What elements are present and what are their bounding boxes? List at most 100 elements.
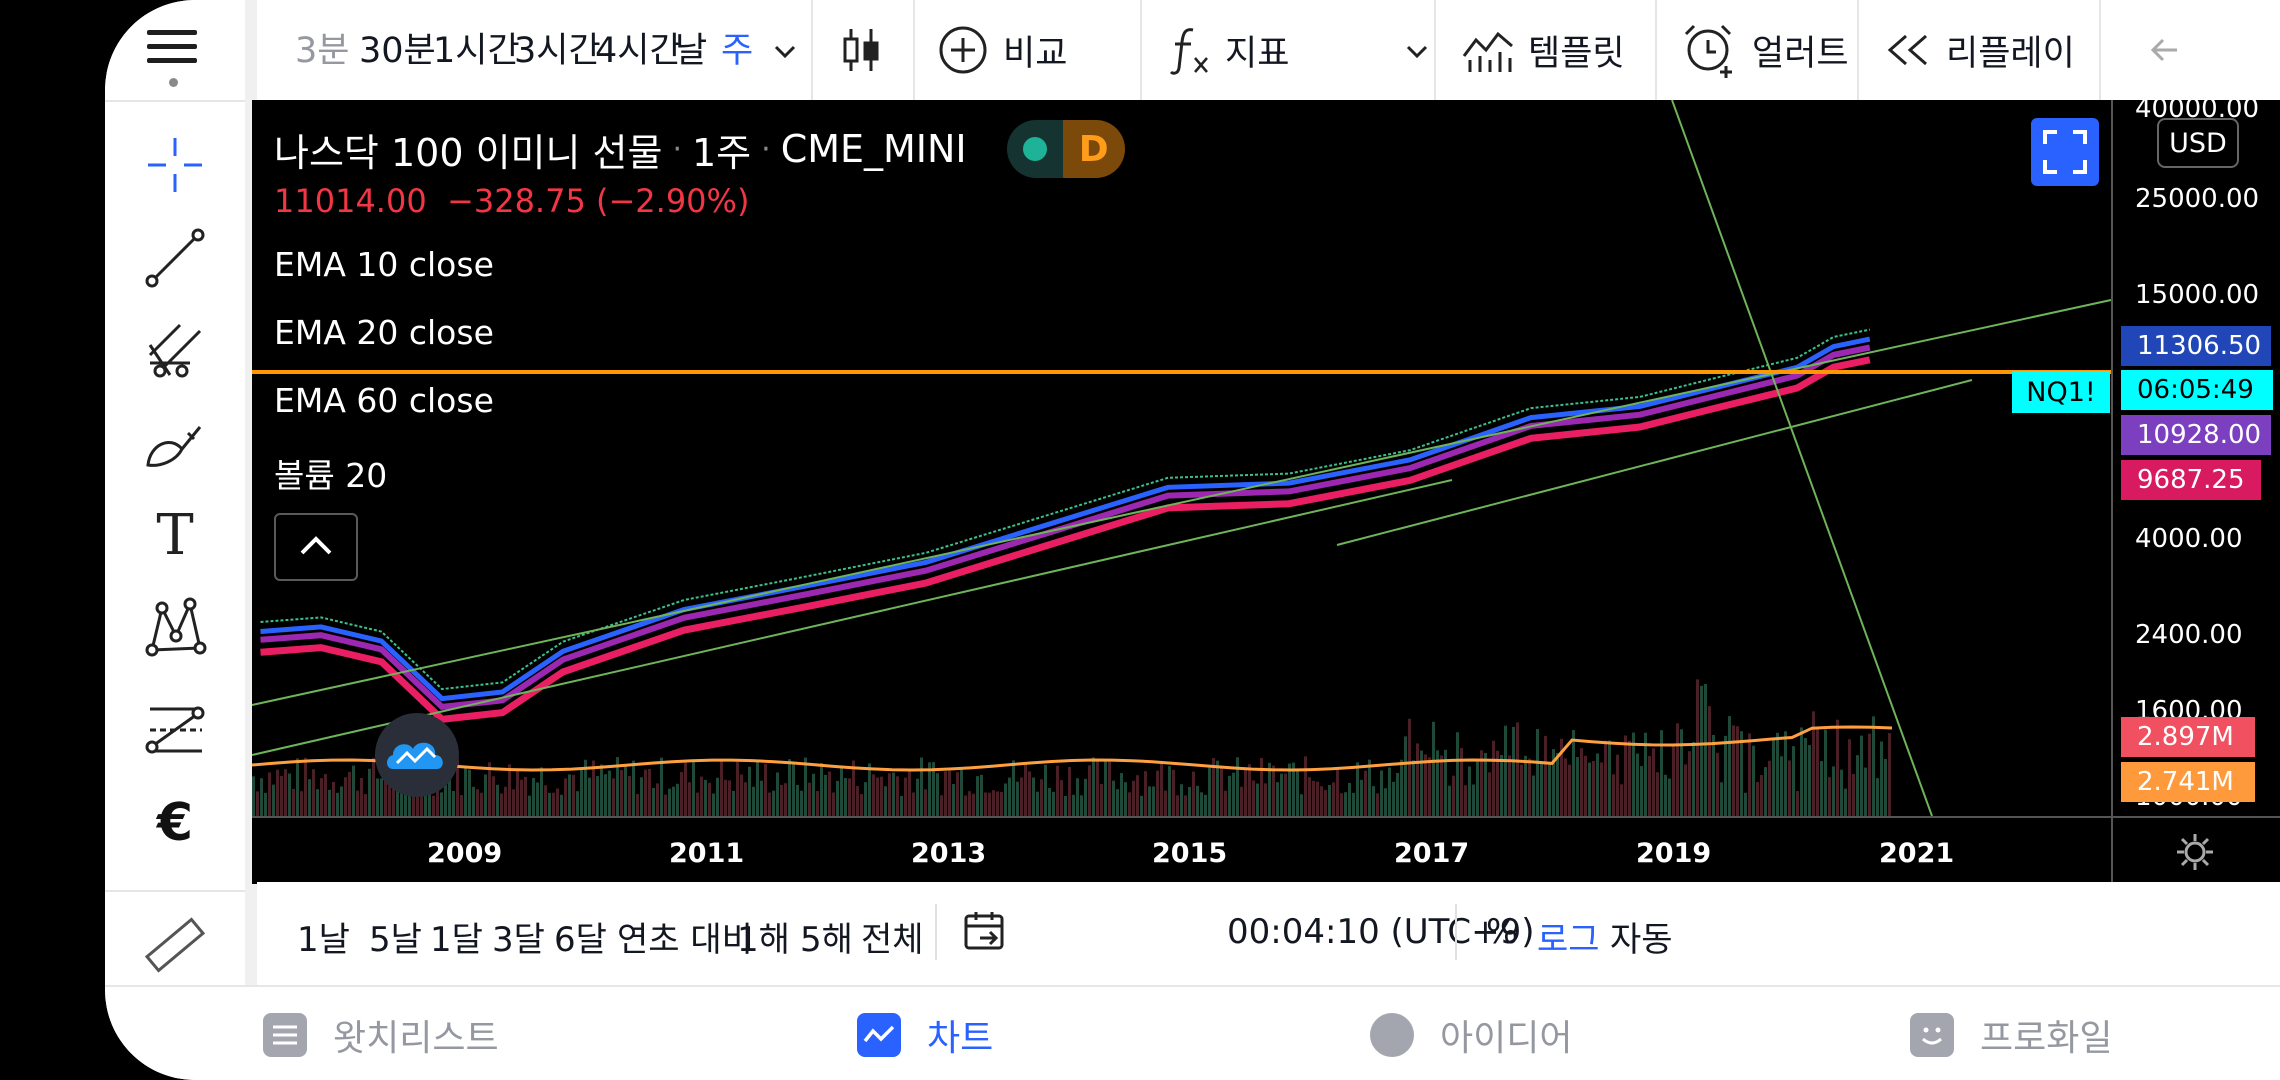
percent-scale-toggle[interactable]: % bbox=[1486, 912, 1519, 952]
volume-bar bbox=[1472, 784, 1475, 816]
price-axis-label: 15000.00 bbox=[2135, 280, 2260, 310]
volume-bar bbox=[476, 789, 479, 816]
range-1y[interactable]: 1해 bbox=[737, 920, 790, 960]
log-scale-toggle[interactable]: 로그 bbox=[1537, 920, 1600, 960]
chevron-down-icon[interactable] bbox=[772, 38, 798, 64]
volume-bar bbox=[368, 768, 371, 816]
indicator-volume[interactable]: 볼륨 20 bbox=[274, 456, 388, 495]
forecast-tool[interactable] bbox=[125, 690, 225, 770]
trend-line-tool[interactable] bbox=[125, 218, 225, 298]
volume-bar bbox=[1044, 764, 1047, 816]
clock-timezone[interactable]: 00:04:10 (UTC+9) bbox=[1227, 912, 1535, 952]
volume-bar bbox=[1284, 773, 1287, 816]
price-axis[interactable]: 40000.00 25000.00 15000.00 4000.00 2400.… bbox=[2111, 94, 2280, 882]
pitchfork-tool[interactable] bbox=[125, 310, 225, 390]
currency-button[interactable]: USD bbox=[2157, 118, 2239, 168]
alerts-button[interactable]: 얼러트 bbox=[1682, 0, 1849, 100]
chevron-down-icon[interactable] bbox=[1404, 38, 1430, 64]
market-status-badge[interactable]: D bbox=[1006, 120, 1125, 178]
volume-bar bbox=[1572, 730, 1575, 816]
nav-watchlist[interactable]: 왓치리스트 bbox=[263, 987, 499, 1080]
nav-profile[interactable]: 프로화일 bbox=[1910, 987, 2112, 1080]
volume-bar bbox=[1684, 764, 1687, 816]
range-3m[interactable]: 3달 bbox=[492, 920, 545, 960]
range-1m[interactable]: 1달 bbox=[430, 920, 483, 960]
indicator-ema20[interactable]: EMA 20 close bbox=[274, 313, 494, 352]
brush-tool[interactable] bbox=[125, 400, 225, 480]
range-ytd[interactable]: 연초 대비 bbox=[617, 920, 753, 960]
indicator-ema10[interactable]: EMA 10 close bbox=[274, 245, 494, 284]
fullscreen-button[interactable] bbox=[2031, 118, 2099, 186]
volume-bar bbox=[892, 772, 895, 816]
toolbar-divider bbox=[1655, 0, 1657, 100]
templates-button[interactable]: 템플릿 bbox=[1462, 0, 1625, 100]
smiley-icon bbox=[1910, 1012, 1954, 1057]
volume-bar bbox=[948, 770, 951, 816]
collapse-legend-button[interactable] bbox=[274, 513, 358, 581]
volume-bar bbox=[1724, 735, 1727, 816]
range-1d[interactable]: 1날 bbox=[297, 920, 350, 960]
compare-button[interactable]: 비교 bbox=[937, 0, 1067, 100]
volume-bar bbox=[980, 774, 983, 816]
volume-bar bbox=[1224, 790, 1227, 816]
volume-bar bbox=[700, 776, 703, 816]
volume-bar bbox=[1108, 761, 1111, 816]
price-plot[interactable] bbox=[252, 100, 2116, 816]
timeframe-4h[interactable]: 4시간 bbox=[595, 31, 682, 71]
replay-button[interactable]: 리플레이 bbox=[1884, 0, 2075, 100]
fullscreen-icon bbox=[2043, 130, 2087, 174]
nav-ideas[interactable]: 아이디어 bbox=[1370, 987, 1572, 1080]
symbol-title[interactable]: 나스닥 100 이미니 선물 · 1주 · CME_MINI D bbox=[274, 120, 1125, 178]
volume-bar bbox=[1424, 754, 1427, 816]
auto-scale-toggle[interactable]: 자동 bbox=[1610, 920, 1673, 960]
nav-chart[interactable]: 차트 bbox=[857, 987, 993, 1080]
timeframe-1h[interactable]: 1시간 bbox=[433, 31, 520, 71]
volume-bar bbox=[1812, 711, 1815, 816]
volume-bar bbox=[1512, 726, 1515, 816]
volume-bar bbox=[800, 790, 803, 816]
range-6m[interactable]: 6달 bbox=[554, 920, 607, 960]
pattern-tool[interactable] bbox=[125, 585, 225, 665]
calendar-goto-icon[interactable] bbox=[962, 908, 1010, 956]
gear-icon[interactable] bbox=[2175, 832, 2215, 872]
volume-bar bbox=[792, 764, 795, 816]
volume-bar bbox=[1212, 758, 1215, 816]
volume-bar bbox=[1788, 760, 1791, 816]
chart-type-button[interactable] bbox=[839, 0, 897, 100]
volume-bar bbox=[1864, 767, 1867, 816]
main-menu-button[interactable] bbox=[105, 0, 245, 102]
volume-bar bbox=[1760, 775, 1763, 816]
volume-bar bbox=[692, 760, 695, 816]
price-axis-label: 2400.00 bbox=[2135, 620, 2243, 650]
ruler-tool[interactable] bbox=[125, 905, 225, 985]
timeframe-day[interactable]: 날 bbox=[675, 31, 708, 71]
volume-bar bbox=[1308, 777, 1311, 816]
time-axis[interactable]: 2009 2011 2013 2015 2017 2019 2021 bbox=[252, 816, 2111, 884]
timeframe-30m[interactable]: 30분 bbox=[359, 31, 436, 71]
volume-bar bbox=[536, 782, 539, 816]
chart-canvas[interactable]: 나스닥 100 이미니 선물 · 1주 · CME_MINI D 11014.0… bbox=[252, 100, 2116, 882]
text-tool[interactable]: T bbox=[125, 495, 225, 575]
volume-bar bbox=[616, 757, 619, 816]
indicator-ema60[interactable]: EMA 60 close bbox=[274, 381, 502, 420]
volume-bar bbox=[468, 769, 471, 816]
range-5y[interactable]: 5해 bbox=[800, 920, 853, 960]
cloud-sync-button[interactable] bbox=[375, 713, 459, 797]
volume-bar bbox=[664, 794, 667, 816]
volume-bar bbox=[1492, 740, 1495, 816]
timeframe-week[interactable]: 주 bbox=[721, 31, 754, 71]
currency-tool[interactable]: € bbox=[125, 783, 225, 863]
volume-bar bbox=[440, 792, 443, 816]
back-arrow-icon[interactable] bbox=[2149, 36, 2179, 64]
data-delay-badge: D bbox=[1062, 120, 1125, 178]
volume-bar bbox=[1040, 779, 1043, 816]
range-5d[interactable]: 5날 bbox=[369, 920, 422, 960]
timeframe-3m[interactable]: 3분 bbox=[295, 31, 350, 71]
range-all[interactable]: 전체 bbox=[861, 920, 924, 960]
volume-bar bbox=[1548, 764, 1551, 816]
crosshair-tool[interactable] bbox=[125, 125, 225, 205]
volume-bar bbox=[1068, 767, 1071, 816]
timeframe-3h[interactable]: 3시간 bbox=[514, 31, 601, 71]
volume-bar bbox=[952, 784, 955, 816]
indicators-button[interactable]: 지표 bbox=[1169, 0, 1289, 100]
